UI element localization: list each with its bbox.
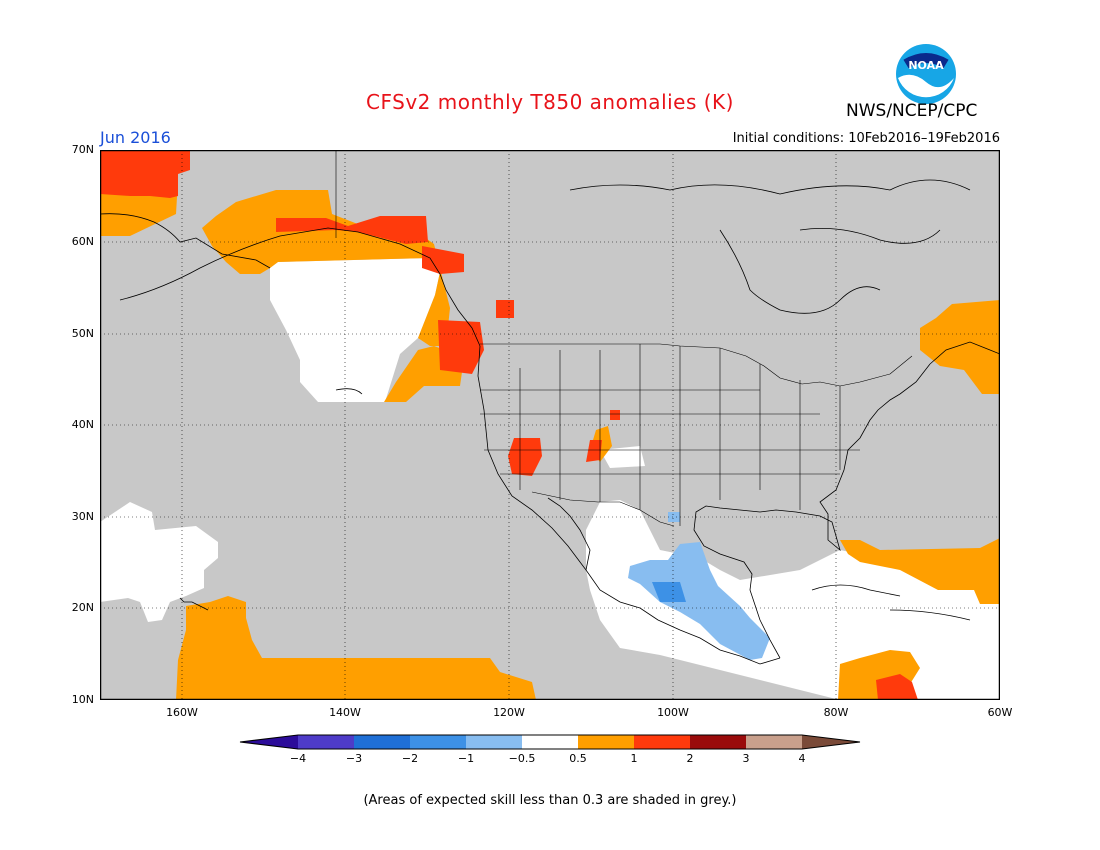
colorbar-outline [239, 734, 861, 750]
anomaly-map [100, 150, 1000, 700]
colorbar [239, 734, 861, 750]
orange-region-alaska-arc [202, 190, 450, 346]
red-region-pnw [438, 320, 484, 374]
map-frame [100, 150, 1000, 700]
white-region-central-america [586, 500, 1000, 700]
white-region-nm [600, 446, 645, 468]
colorbar-segment-3-4 [746, 735, 802, 749]
red-region-bering [100, 150, 190, 198]
coastlines [100, 179, 1000, 665]
lon-label-160w: 160W [166, 706, 198, 719]
red-region-offshore [496, 300, 514, 318]
orange-region-hawaii-south [176, 596, 536, 700]
forecast-month: Jun 2016 [100, 128, 171, 147]
colorbar-segment-1-05 [466, 735, 522, 749]
lat-label-50n: 50N [71, 327, 94, 340]
noaa-logo: NOAA [896, 44, 956, 104]
colorbar-label-m05: −0.5 [508, 752, 536, 765]
colorbar-label-m1: −1 [457, 752, 475, 765]
noaa-logo-text: NOAA [908, 59, 944, 72]
red-region-alaska [276, 216, 428, 244]
initial-conditions: Initial conditions: 10Feb2016–19Feb2016 [732, 131, 1000, 146]
colorbar-segment-2-1 [410, 735, 466, 749]
colorbar-label-05: 0.5 [569, 752, 587, 765]
agency-label: NWS/NCEP/CPC [846, 101, 978, 121]
orange-region-atlantic-ne [920, 300, 1000, 394]
lat-label-10n: 10N [71, 693, 94, 706]
white-region-gulf-alaska [270, 258, 440, 402]
lon-label-60w: 60W [987, 706, 1013, 719]
colorbar-label-4: 4 [798, 752, 806, 765]
orange-region-atlantic-sub [840, 538, 1000, 604]
red-region-nevada [508, 438, 542, 476]
colorbar-segment-neutral [522, 735, 578, 749]
lat-label-60n: 60N [71, 235, 94, 248]
chart-title: CFSv2 monthly T850 anomalies (K) [366, 90, 734, 114]
colorbar-segment-1-2 [634, 735, 690, 749]
colorbar-label-m2: −2 [401, 752, 419, 765]
colorbar-label-1: 1 [630, 752, 638, 765]
lat-label-20n: 20N [71, 601, 94, 614]
blue-region-mexico-dark [652, 582, 686, 602]
colorbar-segment-4-3 [298, 735, 354, 749]
colorbar-segment-gt-4 [802, 735, 860, 749]
borders [335, 150, 913, 527]
blue-region-texas [668, 512, 680, 522]
footnote: (Areas of expected skill less than 0.3 a… [363, 793, 737, 808]
red-region-colorado [610, 410, 620, 420]
red-region-caribbean [876, 674, 918, 700]
colorbar-segment-lt-4 [240, 735, 298, 749]
colorbar-label-2: 2 [686, 752, 694, 765]
colorbar-segment-3-2 [354, 735, 410, 749]
lon-label-80w: 80W [823, 706, 849, 719]
lat-label-40n: 40N [71, 418, 94, 431]
lat-label-30n: 30N [71, 510, 94, 523]
colorbar-label-3: 3 [742, 752, 750, 765]
red-region-bc-coast [422, 246, 464, 274]
lon-label-140w: 140W [329, 706, 361, 719]
red-region-utah [586, 440, 602, 462]
lon-label-120w: 120W [493, 706, 525, 719]
colorbar-label-m4: −4 [289, 752, 307, 765]
white-region-pacific-sw [100, 502, 218, 622]
lat-label-70n: 70N [71, 143, 94, 156]
colorbar-segment-05-1 [578, 735, 634, 749]
colorbar-segment-2-3 [690, 735, 746, 749]
blue-region-mexico [628, 542, 770, 660]
lon-label-100w: 100W [657, 706, 689, 719]
colorbar-label-m3: −3 [345, 752, 363, 765]
